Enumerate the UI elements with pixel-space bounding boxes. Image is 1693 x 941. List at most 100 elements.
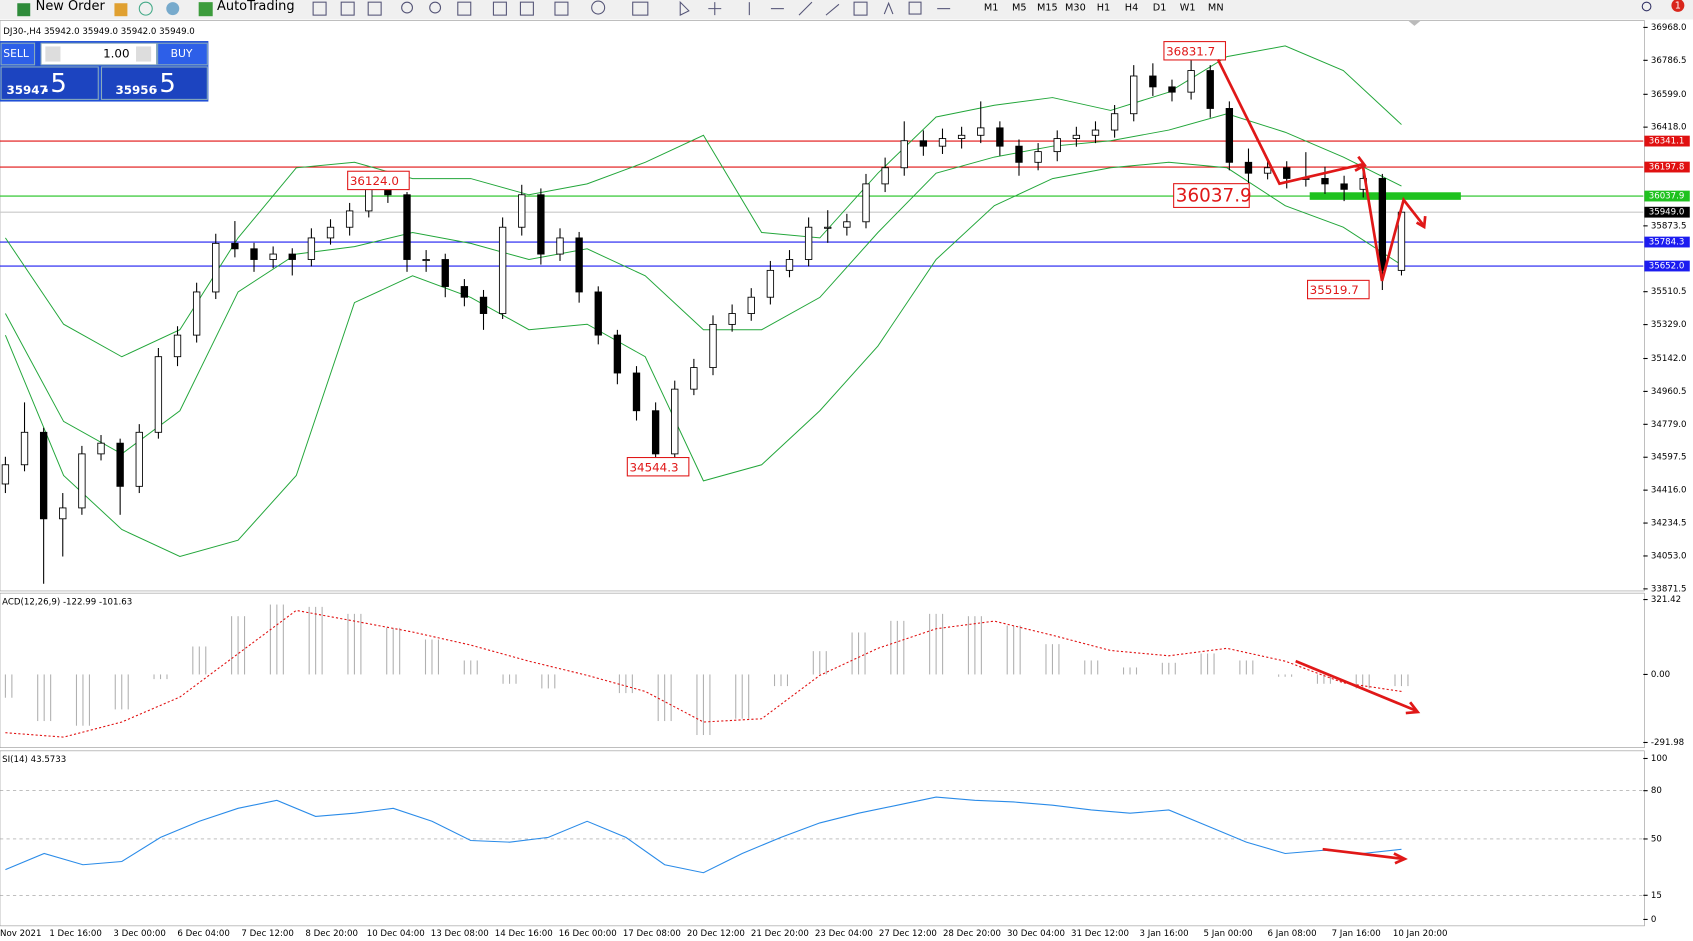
candle-body xyxy=(460,286,469,298)
candle-body xyxy=(919,140,928,147)
annotation-box xyxy=(1307,279,1370,300)
y-tick-label: 35510.5 xyxy=(1651,287,1687,297)
annotation-box xyxy=(626,456,690,477)
tool-icon[interactable] xyxy=(166,2,180,16)
buy-price[interactable]: 35956 xyxy=(116,83,157,97)
candle-body xyxy=(1034,151,1042,163)
candle-body xyxy=(1187,70,1195,93)
lot-value[interactable]: 1.00 xyxy=(103,47,129,61)
new-order-icon[interactable] xyxy=(17,3,31,17)
price-arrow xyxy=(1216,58,1425,282)
level-label-bg xyxy=(1644,236,1690,248)
candle-body xyxy=(709,323,717,369)
candle-body xyxy=(250,248,258,260)
y-tick-label: 34597.5 xyxy=(1651,453,1687,463)
candle-body xyxy=(1072,134,1081,139)
buy-button[interactable] xyxy=(157,42,208,66)
level-label: 35652.0 xyxy=(1649,262,1685,272)
tool-icon[interactable] xyxy=(114,3,128,17)
tf-button[interactable]: D1 xyxy=(1153,3,1167,14)
tf-button[interactable]: M15 xyxy=(1037,3,1058,14)
x-tick-label: 23 Dec 04:00 xyxy=(815,929,873,939)
candle-body xyxy=(766,269,775,298)
candle-body xyxy=(135,431,143,487)
tf-button[interactable]: W1 xyxy=(1180,3,1196,14)
y-tick-label: 15 xyxy=(1651,891,1662,901)
candle-body xyxy=(537,194,545,255)
buy-price-box[interactable] xyxy=(100,66,208,100)
arrow-head xyxy=(1354,155,1367,172)
tf-button[interactable]: H1 xyxy=(1097,3,1110,14)
notification-count[interactable]: 1 xyxy=(1675,0,1681,11)
y-tick-label: 0 xyxy=(1651,915,1656,925)
y-tick-label: 34779.0 xyxy=(1651,420,1687,430)
candle-body xyxy=(384,188,392,196)
candle-body xyxy=(1168,86,1176,93)
x-tick-label: 7 Jan 16:00 xyxy=(1332,929,1381,939)
buy-price-frac[interactable]: .5 xyxy=(151,69,176,99)
y-tick-label: 36418.0 xyxy=(1651,123,1687,133)
lot-down[interactable] xyxy=(45,46,61,62)
new-order[interactable]: New Order xyxy=(36,0,106,14)
autotrading-icon[interactable] xyxy=(198,2,213,17)
auto-trading[interactable]: AutoTrading xyxy=(217,0,295,14)
sell-price-box[interactable] xyxy=(0,66,99,100)
candle-body xyxy=(843,221,851,228)
annotation-box xyxy=(1173,183,1250,208)
candle-body xyxy=(1110,113,1119,131)
candle-body xyxy=(1130,75,1138,115)
x-tick-label: 21 Dec 20:00 xyxy=(751,929,809,939)
chart-header: DJ30-,H4 35942.0 35949.0 35942.0 35949.0 xyxy=(3,27,195,37)
annotation: 36037.9 xyxy=(1176,186,1252,207)
rsi-title: SI(14) 43.5733 xyxy=(2,755,66,765)
tf-button[interactable]: M5 xyxy=(1012,3,1027,14)
candle-body xyxy=(556,237,564,255)
search-icon[interactable] xyxy=(1641,1,1652,12)
candle-body xyxy=(1340,183,1348,190)
candle-body xyxy=(900,140,908,169)
buy-label[interactable]: BUY xyxy=(171,47,193,60)
arrow-head xyxy=(1393,852,1408,865)
tool-icon[interactable] xyxy=(138,1,153,16)
sell-label[interactable]: SELL xyxy=(3,47,29,60)
x-tick-label: 14 Dec 16:00 xyxy=(495,929,553,939)
y-tick-label: 34053.0 xyxy=(1651,551,1687,561)
x-tick-label: 6 Dec 04:00 xyxy=(177,929,230,939)
candle-body xyxy=(269,253,277,260)
candle-body xyxy=(1263,167,1272,174)
y-tick-label: 0.00 xyxy=(1651,670,1670,680)
x-tick-label: 10 Jan 20:00 xyxy=(1393,929,1448,939)
sell-button[interactable] xyxy=(0,42,36,66)
shift-marker xyxy=(1407,20,1421,26)
bollinger-middle xyxy=(4,113,1402,455)
tf-button[interactable]: MN xyxy=(1208,3,1224,14)
candle-body xyxy=(881,167,889,185)
y-tick-label: 36599.0 xyxy=(1651,90,1687,100)
candle-body xyxy=(498,226,507,314)
tf-button[interactable]: M1 xyxy=(984,3,999,14)
annotation: 36831.7 xyxy=(1166,44,1215,58)
candle-body xyxy=(1091,129,1100,136)
y-tick-label: 80 xyxy=(1651,786,1662,796)
candle-body xyxy=(1015,145,1023,163)
candle-body xyxy=(613,334,622,374)
tf-button[interactable]: M30 xyxy=(1065,3,1086,14)
y-tick-label: 35873.5 xyxy=(1651,221,1687,231)
x-tick-label: 13 Dec 08:00 xyxy=(431,929,489,939)
notification-badge[interactable] xyxy=(1671,0,1685,12)
lot-input[interactable] xyxy=(40,42,158,66)
sell-price[interactable]: 35947 xyxy=(6,83,47,97)
y-tick-label: 34960.5 xyxy=(1651,387,1687,397)
level-label: 36037.9 xyxy=(1649,192,1685,202)
toolbar xyxy=(0,0,1693,20)
y-tick-label: 33871.5 xyxy=(1651,584,1687,594)
tf-button[interactable]: H4 xyxy=(1125,3,1138,14)
candle-body xyxy=(154,356,163,433)
annotation-box xyxy=(1163,41,1227,61)
lot-up[interactable] xyxy=(136,46,152,62)
rsi-panel xyxy=(0,750,1645,927)
sell-price-frac[interactable]: .5 xyxy=(42,69,67,99)
y-tick-label: 34234.5 xyxy=(1651,519,1687,529)
